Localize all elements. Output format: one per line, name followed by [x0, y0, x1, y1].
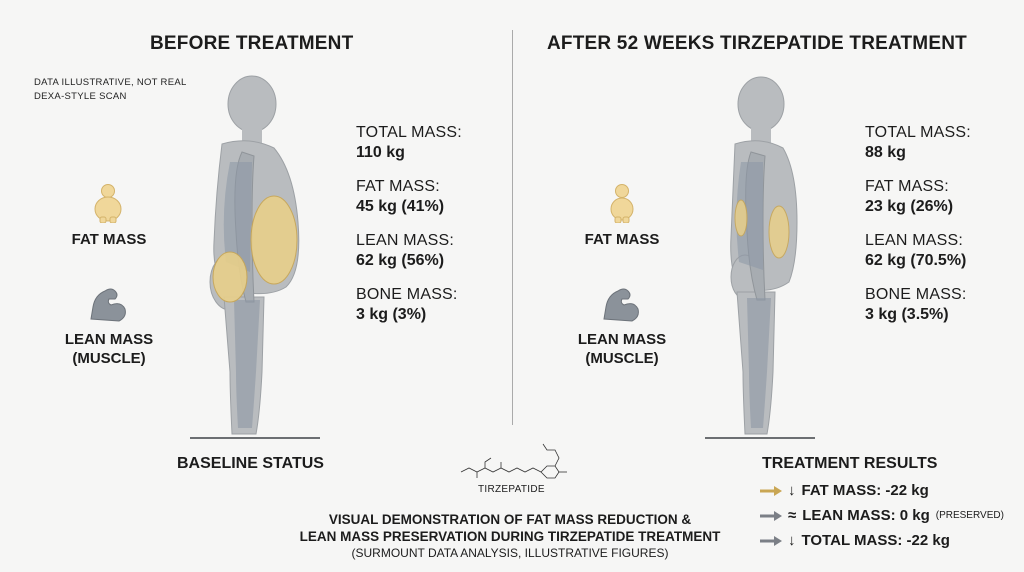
after-bone-mass: BONE MASS: 3 kg (3.5%): [865, 285, 971, 325]
treatment-results-title: TREATMENT RESULTS: [762, 455, 938, 472]
flexed-arm-icon: [87, 285, 129, 328]
legend-lean-line-2: (MUSCLE): [585, 350, 659, 367]
down-arrow-symbol: ↓: [788, 532, 796, 549]
stat-label: FAT MASS:: [865, 178, 949, 195]
stat-value: 88 kg: [865, 144, 906, 161]
legend-lean-mass-label: LEAN MASS (MUSCLE): [563, 330, 681, 368]
right-arrow-icon: [760, 535, 782, 546]
stat-value: 62 kg (56%): [356, 252, 445, 269]
before-bone-mass: BONE MASS: 3 kg (3%): [356, 285, 462, 325]
stat-label: TOTAL MASS:: [356, 124, 462, 141]
before-lean-mass: LEAN MASS: 62 kg (56%): [356, 231, 462, 271]
disclaimer-line-2: DEXA-STYLE SCAN: [34, 91, 127, 102]
before-total-mass: TOTAL MASS: 110 kg: [356, 123, 462, 163]
legend-lean-line-1: LEAN MASS: [577, 331, 667, 348]
right-arrow-icon: [760, 485, 782, 496]
after-lean-mass: LEAN MASS: 62 kg (70.5%): [865, 231, 971, 271]
result-lean-mass: ≈ LEAN MASS: 0 kg (PRESERVED): [760, 507, 1004, 524]
caption-line-2: LEAN MASS PRESERVATION DURING TIRZEPATID…: [299, 529, 721, 544]
legend-fat-mass-label: FAT MASS: [71, 231, 147, 248]
stat-value: 3 kg (3.5%): [865, 306, 949, 323]
result-fat-mass: ↓ FAT MASS: -22 kg: [760, 482, 1004, 499]
baseline-status: BASELINE STATUS: [177, 455, 324, 472]
figure-caption: VISUAL DEMONSTRATION OF FAT MASS REDUCTI…: [290, 511, 730, 562]
legend-lean-line-2: (MUSCLE): [72, 350, 146, 367]
before-stats: TOTAL MASS: 110 kg FAT MASS: 45 kg (41%)…: [356, 123, 462, 325]
result-text: TOTAL MASS: -22 kg: [801, 532, 950, 549]
flexed-arm-icon: [600, 285, 642, 328]
disclaimer-line-1: DATA ILLUSTRATIVE, NOT REAL: [34, 77, 187, 88]
caption-line-3: (SURMOUNT DATA ANALYSIS, ILLUSTRATIVE FI…: [351, 546, 669, 560]
stat-label: TOTAL MASS:: [865, 124, 971, 141]
legend-fat-mass-label: FAT MASS: [584, 231, 660, 248]
molecule-label: TIRZEPATIDE: [478, 484, 545, 495]
before-title: BEFORE TREATMENT: [150, 33, 354, 54]
after-total-mass: TOTAL MASS: 88 kg: [865, 123, 971, 163]
stat-value: 3 kg (3%): [356, 306, 427, 323]
treatment-results-list: ↓ FAT MASS: -22 kg ≈ LEAN MASS: 0 kg (PR…: [760, 482, 1004, 549]
fat-mass-icon: [90, 183, 126, 228]
stat-value: 110 kg: [356, 144, 405, 161]
stat-label: BONE MASS:: [356, 286, 458, 303]
legend-lean-mass-label: LEAN MASS (MUSCLE): [50, 330, 168, 368]
result-text: LEAN MASS: 0 kg: [802, 507, 930, 524]
stat-label: FAT MASS:: [356, 178, 440, 195]
result-text: FAT MASS: -22 kg: [801, 482, 929, 499]
legend-lean-line-1: LEAN MASS: [64, 331, 154, 348]
stat-label: BONE MASS:: [865, 286, 967, 303]
after-fat-mass: FAT MASS: 23 kg (26%): [865, 177, 971, 217]
right-arrow-icon: [760, 510, 782, 521]
stat-value: 23 kg (26%): [865, 198, 954, 215]
stat-label: LEAN MASS:: [356, 232, 455, 249]
down-arrow-symbol: ↓: [788, 482, 796, 499]
before-fat-mass: FAT MASS: 45 kg (41%): [356, 177, 462, 217]
molecule-structure-icon: [455, 438, 575, 487]
stat-label: LEAN MASS:: [865, 232, 964, 249]
disclaimer: DATA ILLUSTRATIVE, NOT REAL DEXA-STYLE S…: [34, 76, 187, 104]
after-stats: TOTAL MASS: 88 kg FAT MASS: 23 kg (26%) …: [865, 123, 971, 325]
stat-value: 62 kg (70.5%): [865, 252, 967, 269]
result-total-mass: ↓ TOTAL MASS: -22 kg: [760, 532, 1004, 549]
caption-line-1: VISUAL DEMONSTRATION OF FAT MASS REDUCTI…: [328, 512, 692, 527]
after-body-scan: [705, 72, 815, 442]
panel-divider: [512, 30, 513, 425]
result-note: (PRESERVED): [935, 510, 1004, 521]
after-title: AFTER 52 WEEKS TIRZEPATIDE TREATMENT: [547, 33, 967, 54]
stat-value: 45 kg (41%): [356, 198, 445, 215]
approx-symbol: ≈: [788, 507, 797, 524]
fat-mass-icon: [604, 183, 640, 228]
before-body-scan: [190, 72, 320, 442]
